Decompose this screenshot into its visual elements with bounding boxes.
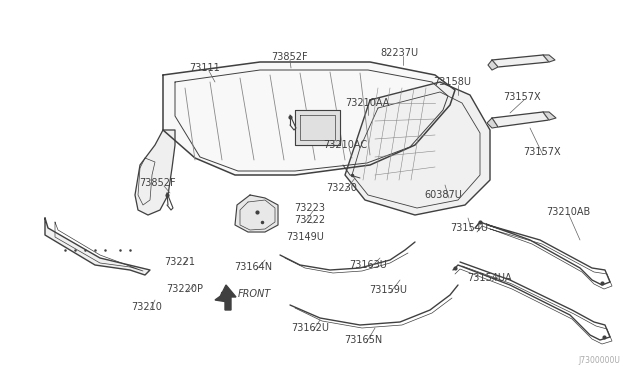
Polygon shape bbox=[492, 112, 549, 127]
Text: 73230: 73230 bbox=[326, 183, 357, 193]
Text: 73210AB: 73210AB bbox=[546, 207, 590, 217]
Text: 73210AA: 73210AA bbox=[345, 98, 389, 108]
Polygon shape bbox=[492, 55, 549, 67]
Polygon shape bbox=[163, 62, 455, 175]
Polygon shape bbox=[543, 112, 556, 120]
Text: 73157X: 73157X bbox=[503, 92, 541, 102]
Text: 60387U: 60387U bbox=[424, 190, 462, 200]
Text: 73154U: 73154U bbox=[450, 223, 488, 233]
Polygon shape bbox=[487, 118, 498, 128]
Text: 73157X: 73157X bbox=[523, 147, 561, 157]
Text: 73149U: 73149U bbox=[286, 232, 324, 242]
Text: 73111: 73111 bbox=[189, 63, 220, 73]
Text: 73163U: 73163U bbox=[349, 260, 387, 270]
Text: FRONT: FRONT bbox=[237, 289, 271, 299]
Text: 73158U: 73158U bbox=[433, 77, 471, 87]
Text: 73220P: 73220P bbox=[166, 284, 204, 294]
Text: 73210: 73210 bbox=[132, 302, 163, 312]
Text: 73210AC: 73210AC bbox=[323, 140, 367, 150]
Text: J7300000U: J7300000U bbox=[578, 356, 620, 365]
Polygon shape bbox=[488, 60, 498, 70]
Polygon shape bbox=[543, 55, 555, 62]
Polygon shape bbox=[135, 130, 175, 215]
Text: 82237U: 82237U bbox=[380, 48, 418, 58]
Polygon shape bbox=[345, 82, 490, 215]
Text: 73164N: 73164N bbox=[234, 262, 272, 272]
Text: 73165N: 73165N bbox=[344, 335, 382, 345]
Text: 73221: 73221 bbox=[164, 257, 195, 267]
Text: 73159U: 73159U bbox=[369, 285, 407, 295]
Text: 73852F: 73852F bbox=[139, 178, 175, 188]
Text: 73222: 73222 bbox=[294, 215, 326, 225]
Text: 73852F: 73852F bbox=[272, 52, 308, 62]
Polygon shape bbox=[295, 110, 340, 145]
Polygon shape bbox=[215, 295, 228, 302]
Polygon shape bbox=[45, 218, 150, 275]
Text: 73223: 73223 bbox=[294, 203, 326, 213]
Text: 73154UA: 73154UA bbox=[468, 273, 512, 283]
Polygon shape bbox=[220, 285, 236, 310]
Polygon shape bbox=[235, 195, 278, 232]
Text: 73162U: 73162U bbox=[291, 323, 329, 333]
